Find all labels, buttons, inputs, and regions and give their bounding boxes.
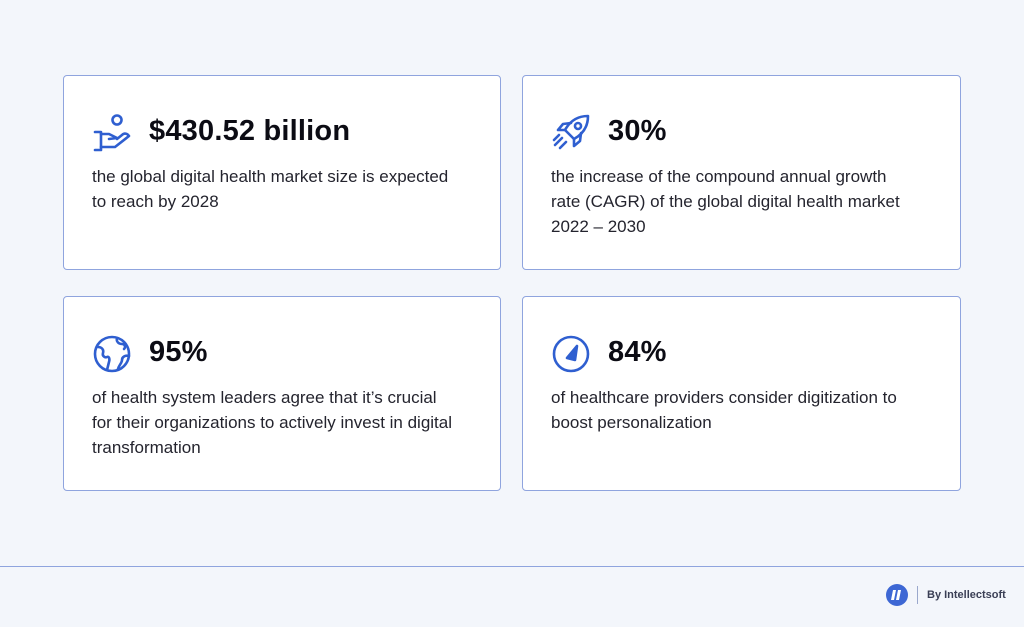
stat-card-market-size: $430.52 billion the global digital healt… [63,75,501,270]
brand-credit[interactable]: By Intellectsoft [886,583,1006,607]
stat-description: of health system leaders agree that it’s… [92,388,453,457]
stat-description: the global digital health market size is… [92,167,449,211]
globe-icon [91,333,133,375]
stat-description: the increase of the compound annual grow… [551,167,900,236]
stat-card-health-leaders: 95% of health system leaders agree that … [63,296,501,491]
stat-card-cagr: 30% the increase of the compound annual … [522,75,961,270]
brand-divider [917,586,918,604]
stat-card-healthcare-providers: 84% of healthcare providers consider dig… [522,296,961,491]
intellectsoft-logo-icon [886,584,908,606]
stat-value: 30% [608,115,667,147]
stat-value: $430.52 billion [149,115,351,147]
stat-value: 84% [608,336,667,368]
stat-description: of healthcare providers consider digitiz… [551,388,897,432]
brand-text: By Intellectsoft [927,589,1006,601]
rocket-icon [550,112,592,154]
stat-value: 95% [149,336,208,368]
hand-holding-coin-icon [91,112,133,154]
gauge-icon [550,333,592,375]
footer-divider [0,566,1024,567]
